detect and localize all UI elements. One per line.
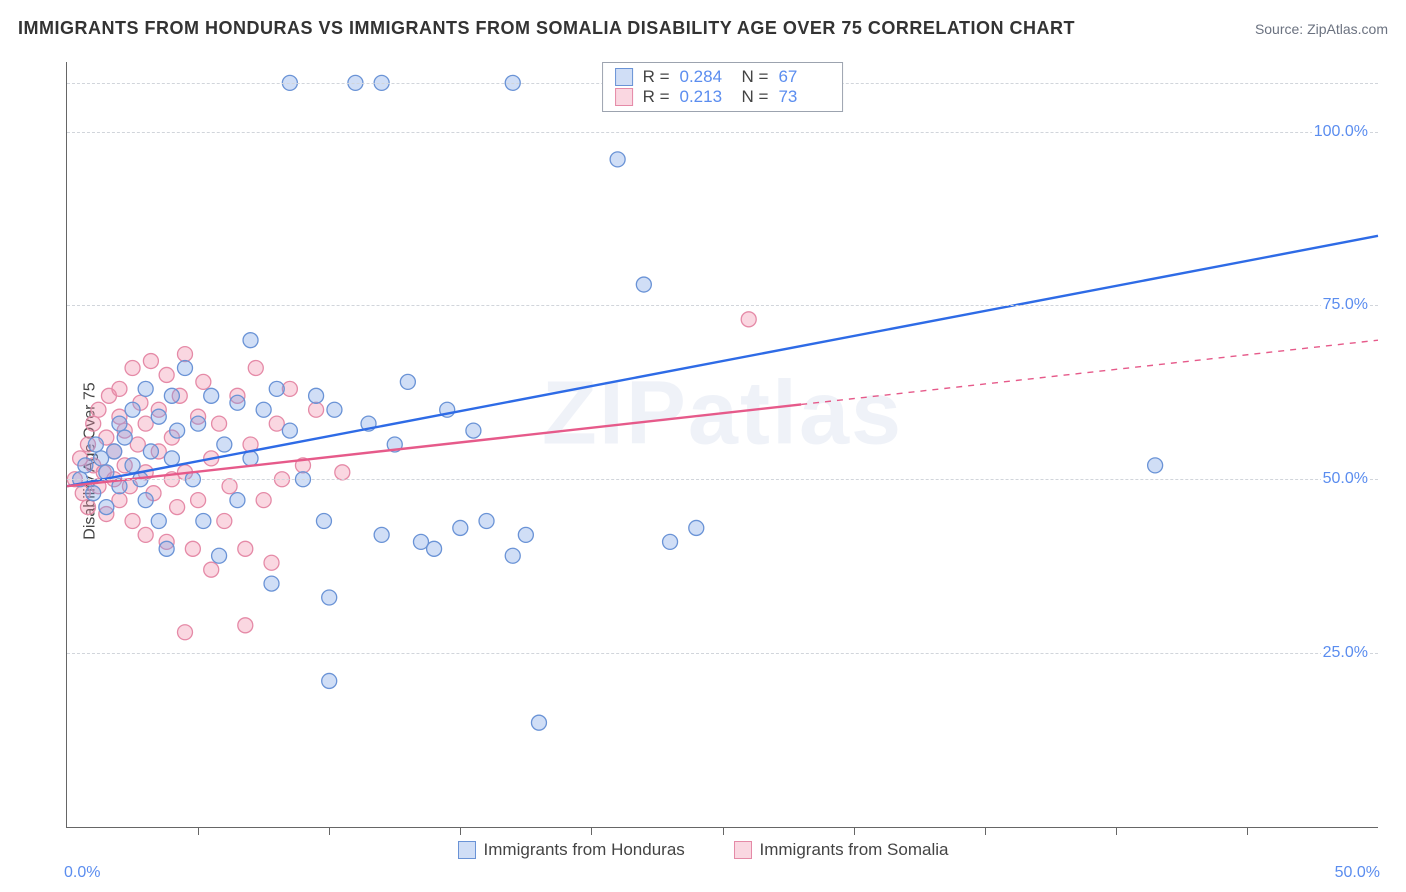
legend-item-honduras: Immigrants from Honduras bbox=[458, 840, 685, 860]
correlation-legend: R = 0.284 N = 67 R = 0.213 N = 73 bbox=[602, 62, 844, 112]
source-link[interactable]: ZipAtlas.com bbox=[1307, 21, 1388, 37]
chart-title: IMMIGRANTS FROM HONDURAS VS IMMIGRANTS F… bbox=[18, 18, 1075, 39]
x-tick-label-min: 0.0% bbox=[64, 864, 100, 882]
legend-swatch-somalia-icon bbox=[734, 841, 752, 859]
r-value-somalia: 0.213 bbox=[680, 87, 732, 107]
n-value-somalia: 73 bbox=[778, 87, 830, 107]
r-label: R = bbox=[643, 67, 670, 87]
source-attribution: Source: ZipAtlas.com bbox=[1255, 21, 1388, 37]
legend-label-honduras: Immigrants from Honduras bbox=[484, 840, 685, 860]
legend-label-somalia: Immigrants from Somalia bbox=[760, 840, 949, 860]
plot-container: Disability Age Over 75 ZIPatlas R = 0.28… bbox=[18, 50, 1388, 872]
y-tick-label: 50.0% bbox=[1321, 470, 1370, 488]
n-label: N = bbox=[742, 67, 769, 87]
y-tick-label: 75.0% bbox=[1321, 296, 1370, 314]
legend-item-somalia: Immigrants from Somalia bbox=[734, 840, 949, 860]
y-tick-label: 100.0% bbox=[1312, 123, 1370, 141]
correlation-row-somalia: R = 0.213 N = 73 bbox=[615, 87, 831, 107]
n-label: N = bbox=[742, 87, 769, 107]
correlation-row-honduras: R = 0.284 N = 67 bbox=[615, 67, 831, 87]
chart-svg bbox=[67, 62, 1378, 827]
r-value-honduras: 0.284 bbox=[680, 67, 732, 87]
y-tick-label: 25.0% bbox=[1321, 644, 1370, 662]
x-tick-label-max: 50.0% bbox=[1335, 864, 1380, 882]
r-label: R = bbox=[643, 87, 670, 107]
legend-swatch-somalia-icon bbox=[615, 88, 633, 106]
n-value-honduras: 67 bbox=[778, 67, 830, 87]
source-prefix: Source: bbox=[1255, 21, 1307, 37]
header: IMMIGRANTS FROM HONDURAS VS IMMIGRANTS F… bbox=[18, 18, 1388, 39]
legend-swatch-honduras-icon bbox=[615, 68, 633, 86]
plot-area: ZIPatlas R = 0.284 N = 67 R = 0.213 N = … bbox=[66, 62, 1378, 828]
series-legend: Immigrants from Honduras Immigrants from… bbox=[18, 840, 1388, 864]
legend-swatch-honduras-icon bbox=[458, 841, 476, 859]
